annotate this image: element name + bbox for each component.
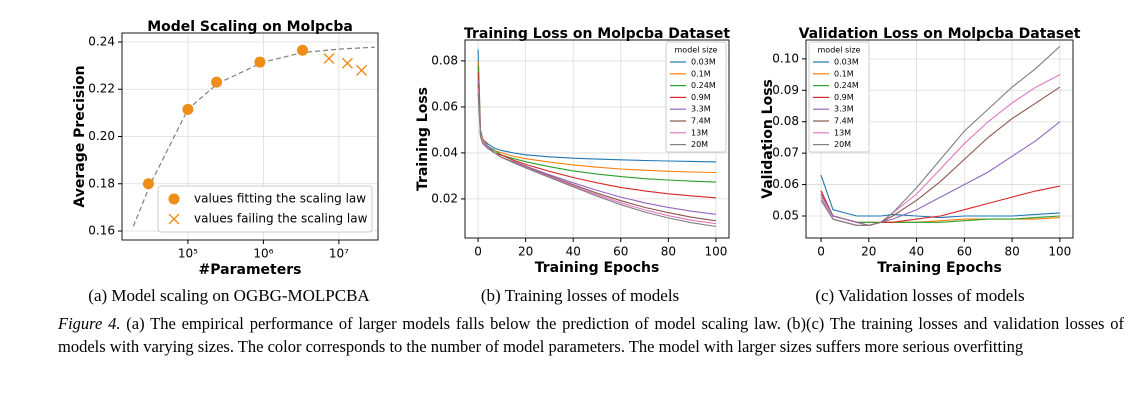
- x-tick-label: 0: [817, 245, 825, 259]
- x-tick-label: 40: [566, 245, 581, 259]
- data-point: [182, 103, 194, 115]
- y-tick-label: 0.02: [431, 191, 458, 205]
- y-tick-label: 0.24: [88, 34, 115, 48]
- legend-marker: [168, 193, 180, 205]
- data-point: [323, 53, 335, 65]
- subcaption: (c) Validation losses of models: [815, 286, 1024, 305]
- legend-label: 7.4M: [834, 117, 854, 126]
- x-axis-label: #Parameters: [199, 262, 302, 278]
- y-tick-label: 0.08: [431, 53, 458, 67]
- y-tick-label: 0.18: [88, 176, 115, 190]
- legend-title: model size: [675, 46, 718, 55]
- legend-label: 3.3M: [691, 105, 711, 114]
- x-tick-label: 40: [909, 245, 924, 259]
- data-line: [477, 49, 716, 163]
- y-axis-label: Average Precision: [72, 65, 88, 207]
- figure-caption: Figure 4. (a) The empirical performance …: [58, 312, 1124, 358]
- data-line: [477, 88, 716, 225]
- data-point: [341, 57, 353, 69]
- data-point: [142, 178, 154, 190]
- y-tick-label: 0.06: [772, 177, 799, 191]
- data-line: [477, 60, 716, 174]
- x-tick-label: 60: [613, 245, 628, 259]
- chart-title: Validation Loss on Molpcba Dataset: [799, 26, 1081, 42]
- chart-title: Training Loss on Molpcba Dataset: [464, 26, 730, 42]
- legend-box: [157, 185, 373, 233]
- legend-box: [808, 41, 870, 153]
- x-tick-label: 10⁶: [253, 247, 273, 261]
- legend-title: model size: [818, 46, 861, 55]
- y-tick-label: 0.20: [88, 129, 115, 143]
- y-tick-label: 0.09: [772, 83, 799, 97]
- legend-label: 0.1M: [834, 69, 854, 78]
- y-tick-label: 0.05: [772, 209, 799, 223]
- data-line: [820, 174, 1060, 219]
- legend-label: 0.9M: [834, 93, 854, 102]
- x-axis-label: Training Epochs: [535, 260, 660, 276]
- chart-title: Model Scaling on Molpcba: [147, 19, 353, 35]
- x-tick-label: 100: [704, 245, 727, 259]
- legend-label: 0.24M: [691, 81, 716, 90]
- legend-label: values fitting the scaling law: [194, 192, 366, 206]
- legend-label: 13M: [691, 128, 708, 137]
- x-tick-label: 10⁷: [329, 247, 349, 261]
- data-point: [297, 44, 309, 56]
- y-tick-label: 0.08: [772, 114, 799, 128]
- plot-frame: [121, 32, 379, 241]
- data-line: [477, 93, 716, 228]
- legend-label: 20M: [691, 140, 708, 149]
- data-line: [820, 121, 1061, 226]
- legend-label: 20M: [834, 140, 851, 149]
- x-axis-label: Training Epochs: [877, 260, 1002, 276]
- plot-frame: [464, 39, 730, 239]
- y-tick-label: 0.22: [88, 82, 115, 96]
- data-point: [356, 64, 368, 76]
- y-tick-label: 0.16: [88, 224, 115, 238]
- legend-label: 13M: [834, 128, 851, 137]
- fit-curve: [132, 46, 375, 227]
- y-tick-label: 0.10: [772, 51, 799, 65]
- legend-label: 3.3M: [834, 105, 854, 114]
- y-tick-label: 0.04: [431, 145, 458, 159]
- legend-marker: [168, 213, 180, 225]
- subcaption: (a) Model scaling on OGBG-MOLPCBA: [88, 286, 370, 305]
- x-tick-label: 100: [1048, 245, 1071, 259]
- y-tick-label: 0.07: [772, 146, 799, 160]
- legend-label: 0.24M: [834, 81, 859, 90]
- data-point: [254, 56, 266, 68]
- x-tick-label: 80: [1004, 245, 1019, 259]
- subcaption: (b) Training losses of models: [481, 286, 679, 305]
- plot-frame: [805, 39, 1074, 239]
- caption-label: Figure 4.: [58, 314, 121, 333]
- legend-label: 0.1M: [691, 69, 711, 78]
- y-axis-label: Validation Loss: [760, 79, 776, 199]
- data-point: [211, 76, 223, 88]
- legend-label: 0.9M: [691, 93, 711, 102]
- y-axis-label: Training Loss: [415, 87, 431, 191]
- x-tick-label: 0: [474, 245, 482, 259]
- legend-label: 0.03M: [691, 58, 716, 67]
- y-tick-label: 0.06: [431, 99, 458, 113]
- x-tick-label: 80: [661, 245, 676, 259]
- x-tick-label: 10⁵: [178, 247, 198, 261]
- legend-label: values failing the scaling law: [194, 212, 368, 226]
- legend-label: 0.03M: [834, 58, 859, 67]
- data-line: [820, 45, 1061, 226]
- figure-charts: (a) Model scaling on OGBG-MOLPCBA (b) Tr…: [72, 19, 1081, 305]
- legend-label: 7.4M: [691, 117, 711, 126]
- legend-box: [665, 41, 727, 153]
- caption-text: (a) The empirical performance of larger …: [58, 314, 1125, 356]
- x-tick-label: 20: [861, 245, 876, 259]
- x-tick-label: 20: [518, 245, 533, 259]
- data-line: [477, 79, 716, 215]
- x-tick-label: 60: [957, 245, 972, 259]
